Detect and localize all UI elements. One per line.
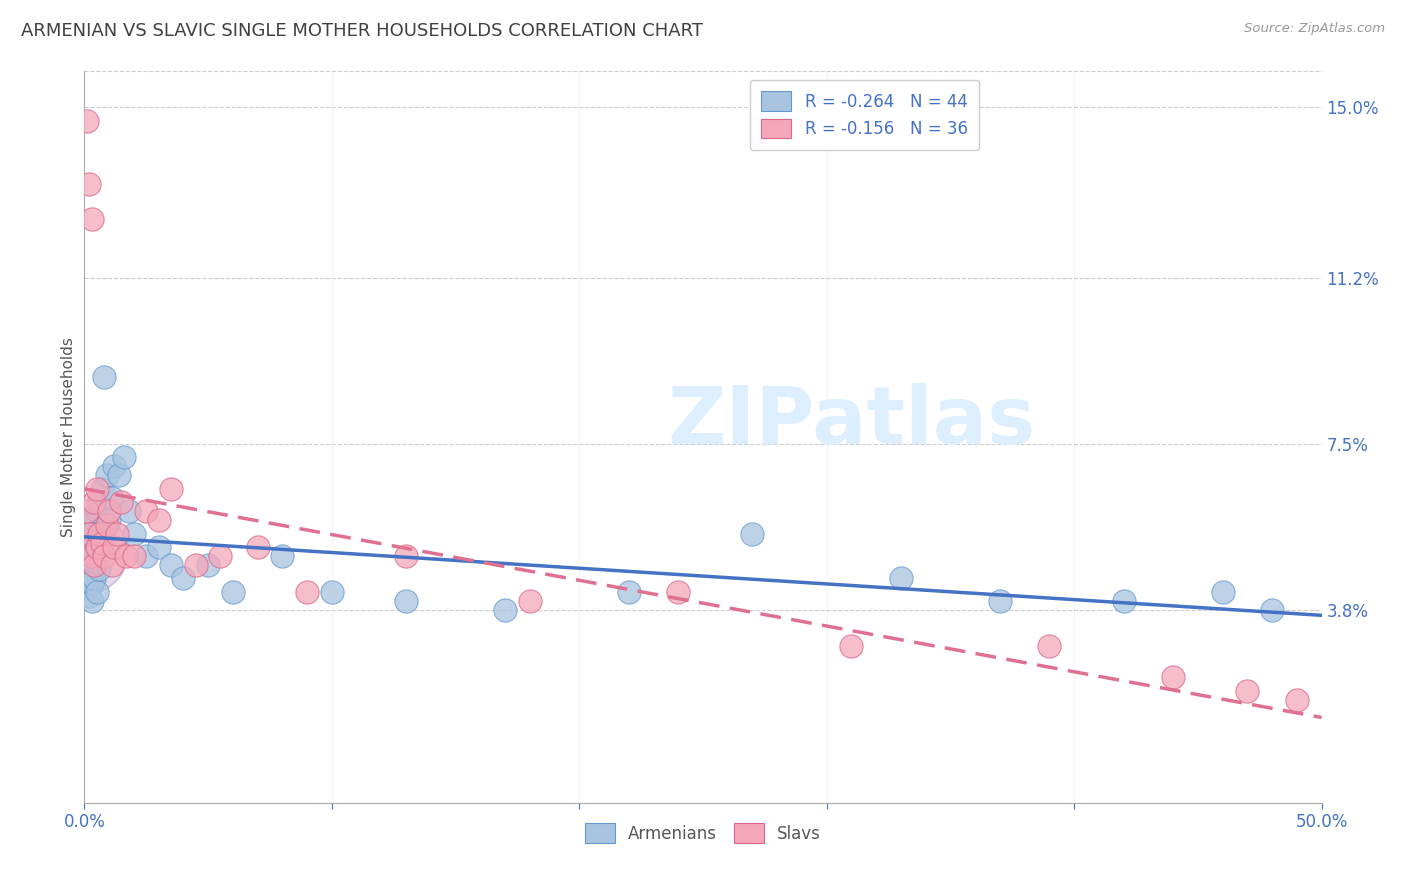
Point — [80, 575, 103, 590]
Point — [666, 585, 689, 599]
Point — [76, 581, 98, 595]
Point — [741, 526, 763, 541]
Point — [86, 540, 108, 554]
Point — [79, 177, 101, 191]
Point — [135, 549, 157, 563]
Point — [86, 504, 108, 518]
Point — [79, 540, 101, 554]
Point — [118, 504, 141, 518]
Point — [988, 594, 1011, 608]
Point — [98, 513, 121, 527]
Point — [89, 495, 111, 509]
Point — [83, 571, 105, 585]
Point — [86, 585, 108, 599]
Point — [122, 549, 145, 563]
Point — [246, 540, 269, 554]
Point — [148, 540, 170, 554]
Y-axis label: Single Mother Households: Single Mother Households — [60, 337, 76, 537]
Point — [222, 585, 245, 599]
Point — [105, 526, 128, 541]
Point — [79, 566, 101, 581]
Point — [76, 558, 98, 572]
Point — [160, 558, 183, 572]
Point — [76, 113, 98, 128]
Point — [96, 468, 118, 483]
Point — [100, 491, 122, 505]
Text: ARMENIAN VS SLAVIC SINGLE MOTHER HOUSEHOLDS CORRELATION CHART: ARMENIAN VS SLAVIC SINGLE MOTHER HOUSEHO… — [21, 22, 703, 40]
Point — [93, 369, 115, 384]
Point — [90, 526, 112, 541]
Point — [86, 482, 108, 496]
Point — [80, 522, 103, 536]
Point — [112, 450, 135, 465]
Point — [321, 585, 343, 599]
Point — [89, 526, 111, 541]
Point — [519, 594, 541, 608]
Point — [1261, 603, 1284, 617]
Point — [148, 513, 170, 527]
Point — [80, 549, 103, 563]
Point — [80, 594, 103, 608]
Point — [184, 558, 207, 572]
Point — [395, 594, 418, 608]
Point — [295, 585, 318, 599]
Point — [890, 571, 912, 585]
Point — [80, 212, 103, 227]
Point — [1212, 585, 1234, 599]
Point — [1285, 692, 1308, 706]
Point — [96, 517, 118, 532]
Point — [83, 513, 105, 527]
Point — [1236, 683, 1258, 698]
Point — [83, 495, 105, 509]
Point — [76, 549, 98, 563]
Point — [135, 504, 157, 518]
Point — [617, 585, 640, 599]
Point — [103, 459, 125, 474]
Point — [122, 526, 145, 541]
Point — [115, 549, 138, 563]
Point — [197, 558, 219, 572]
Point — [841, 639, 863, 653]
Point — [75, 544, 97, 558]
Legend: Armenians, Slavs: Armenians, Slavs — [578, 817, 828, 849]
Point — [89, 562, 111, 576]
Point — [1038, 639, 1060, 653]
Point — [108, 468, 131, 483]
Point — [209, 549, 232, 563]
Text: Source: ZipAtlas.com: Source: ZipAtlas.com — [1244, 22, 1385, 36]
Point — [160, 482, 183, 496]
Point — [79, 526, 101, 541]
Point — [172, 571, 194, 585]
Point — [98, 504, 121, 518]
Point — [90, 482, 112, 496]
Point — [271, 549, 294, 563]
Point — [100, 558, 122, 572]
Point — [79, 590, 101, 604]
Point — [86, 540, 108, 554]
Point — [93, 549, 115, 563]
Point — [83, 558, 105, 572]
Point — [103, 540, 125, 554]
Point — [395, 549, 418, 563]
Point — [90, 535, 112, 549]
Point — [1112, 594, 1135, 608]
Text: ZIPatlas: ZIPatlas — [668, 384, 1036, 461]
Point — [110, 495, 132, 509]
Point — [1161, 670, 1184, 684]
Point — [76, 504, 98, 518]
Point — [494, 603, 516, 617]
